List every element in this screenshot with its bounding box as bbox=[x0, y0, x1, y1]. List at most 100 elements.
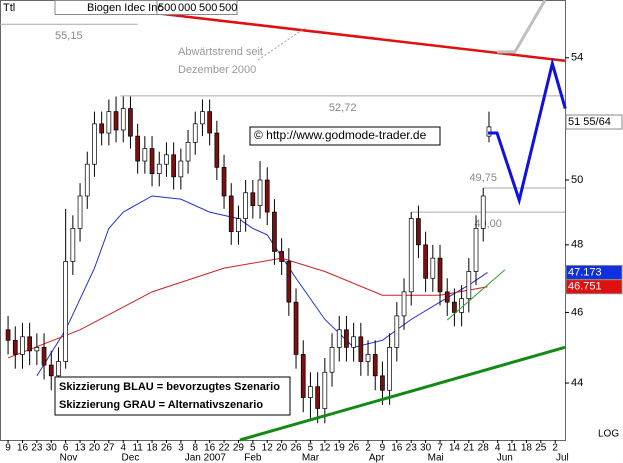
legend-entry: Skizzierung BLAU = bevorzugtes Szenario bbox=[59, 381, 280, 393]
y-tick-label: 46 bbox=[571, 306, 583, 318]
x-tick-label: 28 bbox=[478, 443, 490, 454]
x-tick-label: 21 bbox=[463, 443, 475, 454]
candle-body bbox=[387, 346, 392, 391]
candle-body bbox=[430, 257, 436, 279]
candle-body bbox=[365, 354, 371, 362]
candle-body bbox=[408, 218, 414, 293]
header-field: 500 bbox=[219, 2, 237, 14]
candle-body bbox=[56, 361, 61, 377]
x-tick-label: 13 bbox=[74, 443, 86, 454]
x-tick-label: 3 bbox=[178, 443, 184, 454]
candle-body bbox=[300, 354, 306, 398]
month-label: Nov bbox=[60, 453, 78, 463]
candle-body bbox=[178, 160, 184, 178]
candle-body bbox=[401, 291, 407, 317]
line-series bbox=[446, 269, 506, 321]
candle-body bbox=[372, 354, 378, 377]
y-tick-label: 54 bbox=[571, 52, 583, 64]
header-field: 000 bbox=[178, 2, 196, 14]
candle-body bbox=[416, 218, 421, 246]
candle-body bbox=[228, 195, 234, 233]
x-tick-label: 16 bbox=[391, 443, 403, 454]
x-tick-label: 30 bbox=[46, 443, 58, 454]
candle-body bbox=[128, 108, 133, 137]
trend-note: Abwärtstrend seit bbox=[178, 46, 263, 58]
x-tick-label: 29 bbox=[233, 443, 245, 454]
trend-note: Dezember 2000 bbox=[178, 64, 256, 76]
candle-body bbox=[113, 111, 119, 131]
x-tick-label: 23 bbox=[31, 443, 43, 454]
x-tick-label: 18 bbox=[521, 443, 533, 454]
line-series bbox=[497, 0, 547, 54]
x-tick-label: 12 bbox=[319, 443, 331, 454]
candle-body bbox=[156, 163, 162, 175]
candle-body bbox=[142, 148, 148, 162]
candle-body bbox=[171, 154, 176, 178]
candle-body bbox=[351, 336, 356, 348]
price-box-label: 46.751 bbox=[568, 281, 602, 293]
copyright: © http://www.godmode-trader.de bbox=[254, 128, 427, 142]
candle-body bbox=[77, 195, 83, 229]
plot-frame bbox=[0, 0, 566, 441]
candle-body bbox=[34, 346, 40, 352]
price-box bbox=[565, 279, 623, 295]
month-label: Jun bbox=[497, 453, 513, 463]
x-tick-label: 5 bbox=[308, 443, 314, 454]
candle-body bbox=[135, 135, 141, 162]
candle-body bbox=[437, 257, 443, 293]
y-tick-label: 44 bbox=[571, 377, 583, 389]
candle-body bbox=[322, 371, 328, 409]
x-tick-label: 26 bbox=[348, 443, 360, 454]
candle-body bbox=[120, 108, 126, 131]
candle-body bbox=[192, 123, 198, 143]
candle-body bbox=[243, 192, 248, 219]
candle-body bbox=[358, 336, 364, 362]
candle-body bbox=[214, 132, 220, 168]
candle-body bbox=[452, 301, 457, 313]
x-tick-label: 4 bbox=[120, 443, 126, 454]
header-box bbox=[54, 0, 238, 15]
month-label: Jul bbox=[556, 453, 569, 463]
candle-body bbox=[221, 166, 227, 197]
candle-body bbox=[257, 179, 263, 206]
header-label: Ttl bbox=[3, 2, 15, 14]
candle-body bbox=[459, 298, 464, 313]
y-tick-label: 50 bbox=[571, 174, 583, 186]
x-tick-label: 9 bbox=[5, 443, 11, 454]
line-series bbox=[140, 10, 566, 62]
legend-entry: Skizzierung GRAU = Alternativszenario bbox=[59, 399, 263, 411]
candle-body bbox=[185, 141, 191, 162]
candle-body bbox=[92, 123, 97, 165]
candle-body bbox=[20, 336, 25, 355]
candle-body bbox=[207, 111, 212, 134]
legend-box bbox=[54, 376, 291, 416]
x-tick-label: 30 bbox=[420, 443, 432, 454]
line-series bbox=[239, 345, 566, 442]
month-label: Apr bbox=[369, 453, 385, 463]
x-tick-label: 6 bbox=[63, 443, 69, 454]
candle-body bbox=[279, 251, 284, 262]
x-tick-label: 20 bbox=[89, 443, 101, 454]
candle-body bbox=[12, 339, 18, 355]
y-tick-label: 48 bbox=[571, 239, 583, 251]
line-series bbox=[487, 57, 567, 206]
candle-body bbox=[70, 228, 76, 262]
x-tick-label: 11 bbox=[132, 443, 143, 454]
header-field: 500 bbox=[199, 2, 217, 14]
x-tick-label: 8 bbox=[192, 443, 198, 454]
x-tick-label: 26 bbox=[161, 443, 173, 454]
price-box bbox=[565, 114, 623, 130]
candle-body bbox=[380, 375, 385, 391]
x-tick-label: 4 bbox=[495, 443, 501, 454]
x-tick-label: 20 bbox=[276, 443, 288, 454]
level-label: 49,00 bbox=[474, 218, 502, 230]
candle-body bbox=[473, 228, 479, 272]
trend-note-pointer bbox=[257, 27, 306, 61]
x-tick-label: 12 bbox=[262, 443, 274, 454]
candle-body bbox=[480, 195, 486, 229]
x-tick-label: 7 bbox=[437, 443, 443, 454]
month-label: Mai bbox=[428, 453, 444, 463]
candle-body bbox=[164, 154, 169, 165]
